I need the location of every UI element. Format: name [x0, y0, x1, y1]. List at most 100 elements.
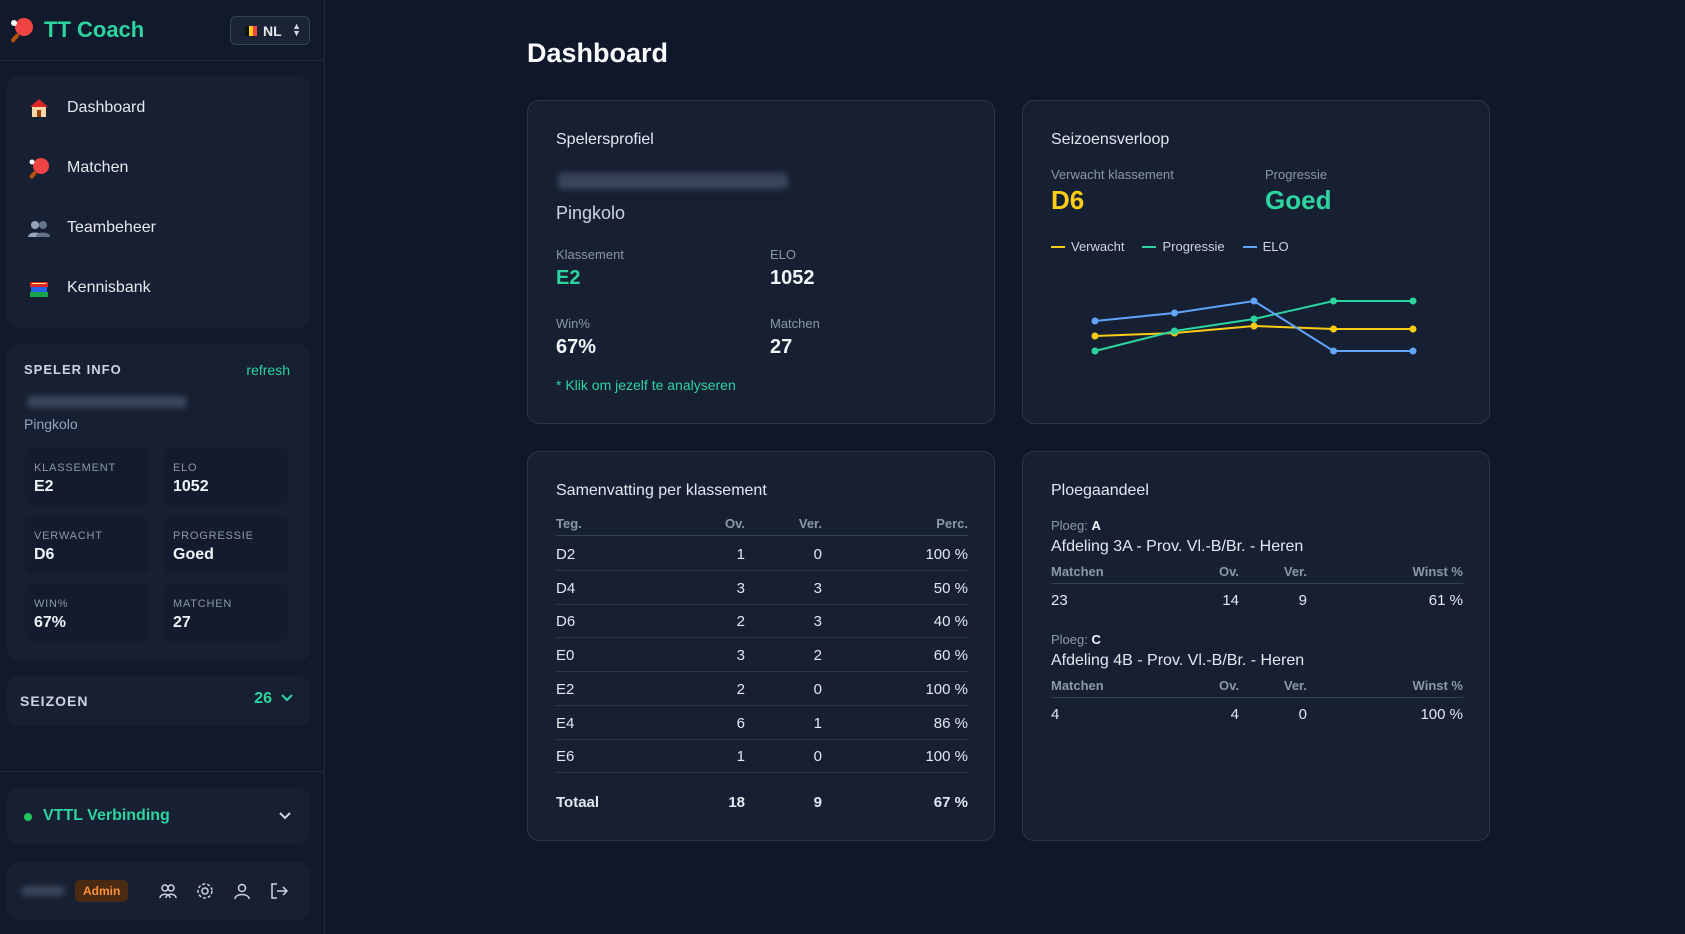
stat-value: E2	[34, 478, 54, 495]
belgium-flag-icon	[245, 25, 257, 36]
progress-label: Progressie	[1265, 167, 1328, 182]
data-point	[1409, 297, 1417, 305]
player-profile-card[interactable]: Spelersprofiel Pingkolo Klassement E2 EL…	[527, 100, 995, 424]
vttl-connection-panel[interactable]: VTTL Verbinding	[7, 788, 310, 844]
user-panel: Admin	[7, 862, 310, 920]
card-title: Ploegaandeel	[1051, 482, 1149, 499]
cell-ver: 0	[1298, 706, 1307, 723]
app-logo[interactable]: TT Coach	[8, 16, 144, 44]
season-selector[interactable]: SEIZOEN 26	[7, 676, 310, 726]
username-redacted	[21, 886, 65, 896]
users-icon[interactable]	[158, 881, 178, 901]
sidebar-divider	[0, 771, 325, 772]
table-row: D2 1 0 100 %	[556, 538, 968, 571]
header-ov: Ov.	[1219, 678, 1239, 693]
team-share-card: Ploegaandeel Ploeg: A Afdeling 3A - Prov…	[1022, 451, 1490, 841]
player-name-redacted	[27, 396, 187, 408]
season-line-chart	[1091, 297, 1417, 355]
legend-swatch	[1142, 245, 1157, 248]
cell-matchen: 4	[1051, 706, 1060, 723]
cell-ov: 2	[736, 613, 745, 631]
cell-ov: 3	[736, 647, 745, 665]
player-name-redacted	[558, 173, 788, 189]
nav-item-matchen[interactable]: Matchen	[27, 156, 128, 180]
cell-ov: 6	[736, 714, 745, 732]
gear-icon[interactable]	[195, 881, 215, 901]
team-row: 4 4 0 100 %	[1051, 704, 1463, 728]
analyse-hint[interactable]: * Klik om jezelf te analyseren	[556, 377, 736, 393]
nav-item-teambeheer[interactable]: Teambeheer	[27, 216, 156, 240]
data-point	[1091, 347, 1099, 355]
cell-ver: 1	[813, 714, 822, 732]
stat-klassement: KLASSEMENT E2	[25, 448, 149, 506]
cell-ver: 2	[813, 647, 822, 665]
expected-label: Verwacht klassement	[1051, 167, 1174, 182]
logout-icon[interactable]	[269, 881, 289, 901]
cell-perc: 100 %	[925, 546, 968, 563]
user-icon[interactable]	[232, 881, 252, 901]
legend-label: Progressie	[1162, 239, 1225, 254]
cell-ov: 3	[736, 579, 745, 597]
header-perc: Perc.	[936, 516, 968, 531]
team-label-text: Ploeg:	[1051, 632, 1088, 647]
language-value: NL	[263, 22, 282, 39]
nav-item-dashboard[interactable]: Dashboard	[27, 96, 145, 120]
stat-label: VERWACHT	[34, 530, 103, 542]
header-winst: Winst %	[1412, 678, 1463, 693]
data-point	[1250, 297, 1258, 305]
legend-item-verwacht: Verwacht	[1051, 239, 1124, 254]
stat-value: Goed	[173, 546, 214, 563]
table-row: D6 2 3 40 %	[556, 605, 968, 639]
cell-teg: E6	[556, 748, 575, 766]
legend-swatch	[1051, 245, 1065, 248]
klassement-label: Klassement	[556, 247, 624, 262]
table-row: E4 6 1 86 %	[556, 707, 968, 740]
cell-teg: E4	[556, 714, 575, 732]
total-perc: 67 %	[933, 794, 968, 811]
main-nav: Dashboard Matchen Teambeheer Kennisbank	[7, 76, 310, 328]
data-point	[1330, 325, 1337, 333]
chevron-down-icon	[280, 690, 294, 708]
refresh-link[interactable]: refresh	[246, 362, 290, 378]
data-point	[1091, 317, 1099, 325]
nav-item-kennisbank[interactable]: Kennisbank	[27, 276, 151, 300]
player-info-heading: SPELER INFO	[24, 362, 122, 377]
cell-teg: D4	[556, 579, 576, 597]
data-point	[1330, 347, 1337, 355]
chevron-down-icon	[278, 808, 292, 826]
team-label: Ploeg: A	[1051, 518, 1101, 533]
summary-card: Samenvatting per klassement Teg. Ov. Ver…	[527, 451, 995, 841]
cell-ov: 4	[1230, 706, 1239, 723]
total-ov: 18	[728, 794, 745, 811]
connection-status-dot	[24, 813, 32, 821]
table-row: E2 2 0 100 %	[556, 673, 968, 706]
cell-teg: D6	[556, 613, 576, 631]
team-letter: A	[1091, 518, 1101, 533]
language-select[interactable]: NL ▲ ▼	[230, 16, 310, 45]
expected-value: D6	[1051, 185, 1085, 215]
stat-progressie: PROGRESSIE Goed	[164, 516, 288, 574]
cell-perc: 100 %	[925, 748, 968, 766]
cell-perc: 40 %	[933, 613, 968, 631]
updown-chevron-icon: ▲ ▼	[292, 21, 301, 38]
stat-label: MATCHEN	[173, 598, 233, 610]
nav-item-label: Kennisbank	[67, 279, 151, 296]
card-title: Samenvatting per klassement	[556, 482, 767, 499]
nav-item-label: Matchen	[67, 159, 129, 176]
cell-ov: 1	[736, 546, 745, 563]
matchen-value: 27	[770, 336, 793, 358]
total-ver: 9	[813, 794, 822, 811]
card-title: Spelersprofiel	[556, 131, 654, 148]
elo-value: 1052	[770, 267, 815, 289]
cell-ov: 1	[736, 748, 745, 766]
cell-ver: 9	[1298, 592, 1307, 609]
stat-elo: ELO 1052	[164, 448, 288, 506]
sidebar-header: TT Coach NL ▲ ▼	[0, 0, 325, 61]
cell-teg: E2	[556, 680, 575, 698]
stat-win: WIN% 67%	[25, 584, 149, 642]
house-icon	[27, 96, 51, 120]
legend-item-progressie: Progressie	[1142, 239, 1225, 254]
data-point	[1409, 325, 1417, 333]
cell-perc: 60 %	[933, 647, 968, 665]
header-ver: Ver.	[798, 516, 822, 531]
